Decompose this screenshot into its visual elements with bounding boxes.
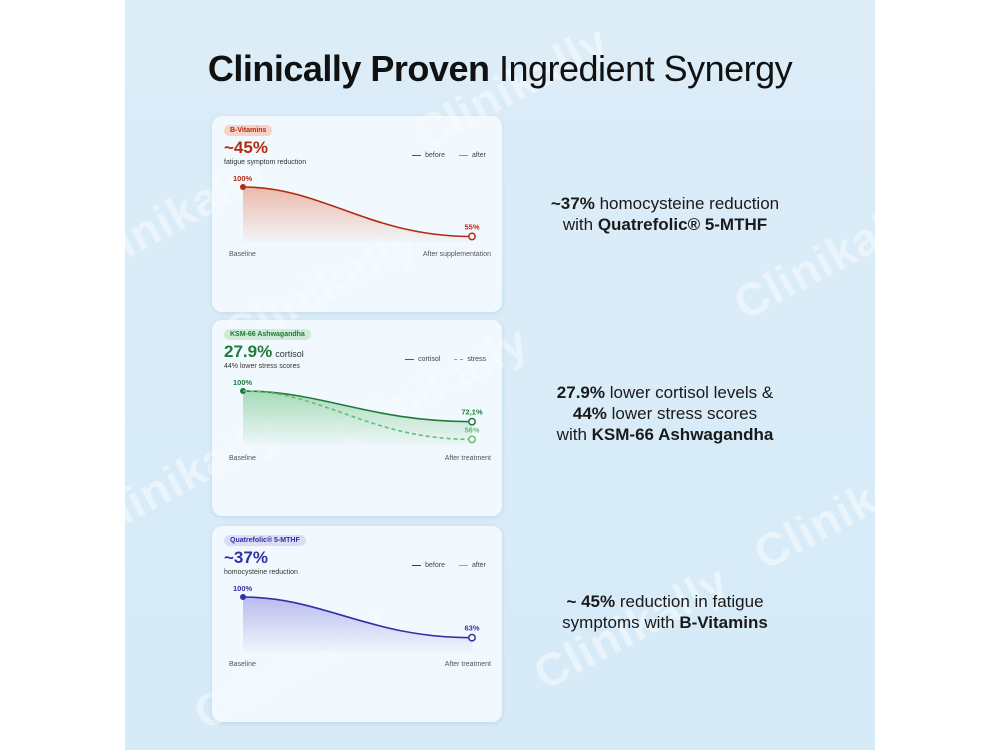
claim-text: homocysteine reduction <box>599 194 780 213</box>
data-point <box>240 594 246 600</box>
legend-label-after: after <box>471 152 486 159</box>
area-fill <box>243 391 472 446</box>
area-fill <box>243 187 472 242</box>
watermark: Clinikally <box>745 434 875 580</box>
series-line-before <box>242 186 473 238</box>
line-chart: 100% 55% Baseline After supplementation <box>229 174 491 258</box>
background-panel: Clinikally Clinikally Clinikally Clinika… <box>125 0 875 750</box>
line-chart: 100% 63% Baseline After treatment <box>229 584 491 668</box>
legend: before after <box>412 562 486 569</box>
data-label: 100% <box>233 584 253 593</box>
x-tick-label: After treatment <box>445 455 491 462</box>
claim-bold: ~ 45% <box>566 592 616 611</box>
headline-value: ~37% <box>224 548 271 568</box>
legend-swatch-after <box>458 565 468 566</box>
subtitle: 44% lower stress scores <box>224 363 300 370</box>
claim-bvitamins: ~ 45% reduction in fatigue symptoms with… <box>525 591 805 633</box>
badge: Quatrefolic® 5-MTHF <box>224 535 306 546</box>
data-label: 63% <box>464 624 479 633</box>
headline-number: ~37% <box>224 548 268 567</box>
headline-value: 27.9% cortisol <box>224 342 304 362</box>
chart-card-bvitamins: B-Vitamins ~45% fatigue symptom reductio… <box>212 116 502 312</box>
legend: cortisol stress <box>405 356 486 363</box>
title-light: Ingredient Synergy <box>498 48 793 89</box>
legend-swatch-before <box>412 155 422 156</box>
data-label: 100% <box>233 378 253 387</box>
x-tick-label: Baseline <box>229 661 256 668</box>
headline-unit: cortisol <box>275 349 304 359</box>
x-tick-label: Baseline <box>229 251 256 258</box>
claim-bold: 44% <box>572 404 607 423</box>
claim-bold: 27.9% <box>556 383 605 402</box>
claim-text: symptoms with <box>562 613 675 632</box>
legend-swatch-after <box>458 155 468 156</box>
legend-label-before: before <box>425 562 445 569</box>
chart-card-quatrefolic: Quatrefolic® 5-MTHF ~37% homocysteine re… <box>212 526 502 722</box>
x-tick-label: After supplementation <box>423 251 491 258</box>
data-label: 100% <box>233 174 253 183</box>
legend-label-before: before <box>425 152 445 159</box>
legend-label-stress: stress <box>467 356 486 363</box>
claim-text: lower cortisol levels & <box>609 383 774 402</box>
headline-value: ~45% <box>224 138 271 158</box>
claim-text: with <box>556 425 587 444</box>
claim-text: reduction in fatigue <box>619 592 764 611</box>
claim-bold: B-Vitamins <box>679 613 768 632</box>
data-label: 72,1% <box>461 408 483 417</box>
legend-label-cortisol: cortisol <box>418 356 441 363</box>
legend-swatch-before <box>412 565 422 566</box>
claim-quatrefolic: ~37% homocysteine reduction with Quatref… <box>525 193 805 235</box>
claim-text: lower stress scores <box>611 404 758 423</box>
legend-swatch-stress <box>454 359 464 360</box>
legend: before after <box>412 152 486 159</box>
data-point <box>240 184 246 190</box>
data-label: 56% <box>464 425 479 434</box>
data-label: 55% <box>464 223 479 232</box>
title-bold: Clinically Proven <box>207 48 490 89</box>
x-tick-label: Baseline <box>229 455 256 462</box>
subtitle: fatigue symptom reduction <box>224 159 307 166</box>
legend-label-after: after <box>471 562 486 569</box>
claim-ashwagandha: 27.9% lower cortisol levels & 44% lower … <box>525 382 805 445</box>
page-title: Clinically Proven Ingredient Synergy <box>125 48 875 90</box>
data-point <box>468 633 476 642</box>
legend-swatch-cortisol <box>405 359 415 360</box>
badge: B-Vitamins <box>224 125 273 136</box>
chart-card-ashwagandha: KSM-66 Ashwagandha 27.9% cortisol 44% low… <box>212 320 502 516</box>
headline-number: ~45% <box>224 138 268 157</box>
data-point <box>468 417 476 426</box>
claim-text: with <box>562 215 594 234</box>
x-tick-label: After treatment <box>445 661 491 668</box>
line-chart: 100% 72,1% 56% Baseline After treatment <box>229 378 491 462</box>
badge: KSM-66 Ashwagandha <box>224 329 311 340</box>
series-line-stress <box>242 390 473 441</box>
subtitle: homocysteine reduction <box>224 569 298 576</box>
claim-bold: Quatrefolic® 5-MTHF <box>597 215 768 234</box>
headline-number: 27.9% <box>224 342 273 361</box>
data-point <box>468 435 476 444</box>
claim-bold: KSM-66 Ashwagandha <box>591 425 774 444</box>
claim-bold: ~37% <box>550 194 595 213</box>
area-fill <box>243 597 472 652</box>
data-point <box>468 232 476 241</box>
series-line-before <box>242 596 473 639</box>
